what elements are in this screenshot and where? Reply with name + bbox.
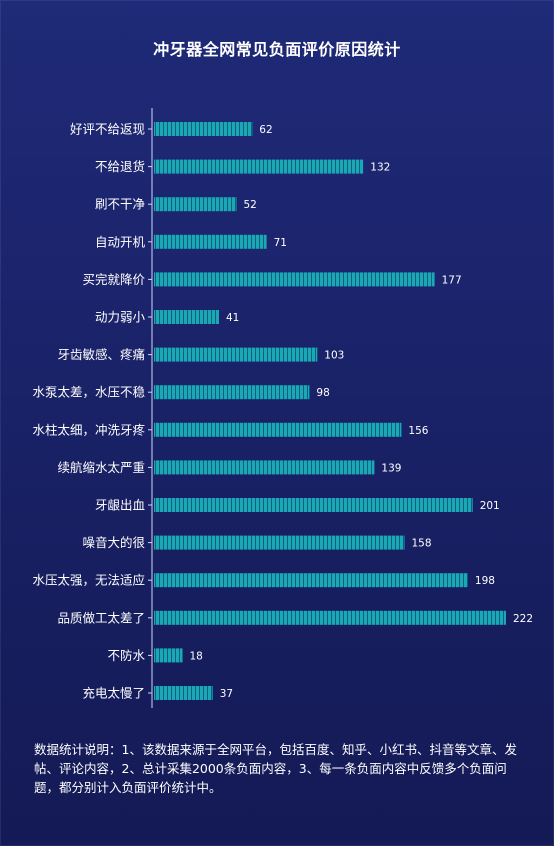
bar-value-label: 18 xyxy=(190,650,203,662)
category-label: 刷不干净 xyxy=(95,197,145,212)
category-label: 好评不给返现 xyxy=(70,122,145,137)
bar-value-label: 222 xyxy=(513,613,533,625)
bar-value-label: 139 xyxy=(381,462,401,474)
bar xyxy=(154,422,402,437)
category-label: 买完就降价 xyxy=(82,272,145,287)
category-label: 动力弱小 xyxy=(95,310,146,325)
category-label: 牙齿敏感、疼痛 xyxy=(57,347,145,362)
bar xyxy=(154,648,183,663)
bar xyxy=(154,573,468,588)
bar-value-label: 158 xyxy=(412,538,432,550)
category-label: 续航缩水太严重 xyxy=(57,460,145,475)
bar-value-label: 98 xyxy=(316,387,329,399)
bar xyxy=(154,310,219,324)
category-label: 水压太强，无法适应 xyxy=(32,573,145,588)
category-label: 噪音大的很 xyxy=(82,535,145,550)
category-label: 自动开机 xyxy=(95,234,146,249)
category-label: 不给退货 xyxy=(95,159,145,174)
bar-value-label: 132 xyxy=(370,162,390,174)
bar xyxy=(154,686,213,700)
bar-value-label: 103 xyxy=(324,350,344,362)
bar-value-label: 52 xyxy=(244,199,257,211)
bar xyxy=(154,610,506,625)
category-label: 牙龈出血 xyxy=(95,498,145,513)
bar xyxy=(154,535,405,550)
bar-value-label: 71 xyxy=(274,237,287,249)
bar xyxy=(154,197,237,212)
bar xyxy=(154,498,473,512)
bar-value-label: 156 xyxy=(408,425,428,437)
bar-value-label: 201 xyxy=(480,500,500,512)
category-label: 水泵太差，水压不稳 xyxy=(32,385,145,400)
bar-value-label: 41 xyxy=(226,312,239,324)
bar xyxy=(154,122,253,136)
footnote: 数据统计说明：1、该数据来源于全网平台，包括百度、知乎、小红书、抖音等文章、发帖… xyxy=(34,742,517,795)
bar xyxy=(154,159,364,174)
bar-value-label: 37 xyxy=(220,688,233,700)
category-label: 不防水 xyxy=(107,648,145,663)
bar xyxy=(154,347,318,362)
bar xyxy=(154,234,267,249)
category-label: 充电太慢了 xyxy=(82,686,145,701)
bar xyxy=(154,272,435,287)
chart-title: 冲牙器全网常见负面评价原因统计 xyxy=(153,40,401,59)
category-label: 水柱太细，冲洗牙疼 xyxy=(32,422,145,437)
bar-value-label: 198 xyxy=(475,575,495,587)
bar-value-label: 62 xyxy=(259,124,272,136)
bar-value-label: 177 xyxy=(442,274,462,286)
bar xyxy=(154,460,375,475)
bar xyxy=(154,385,310,400)
category-label: 品质做工太差了 xyxy=(57,610,145,625)
